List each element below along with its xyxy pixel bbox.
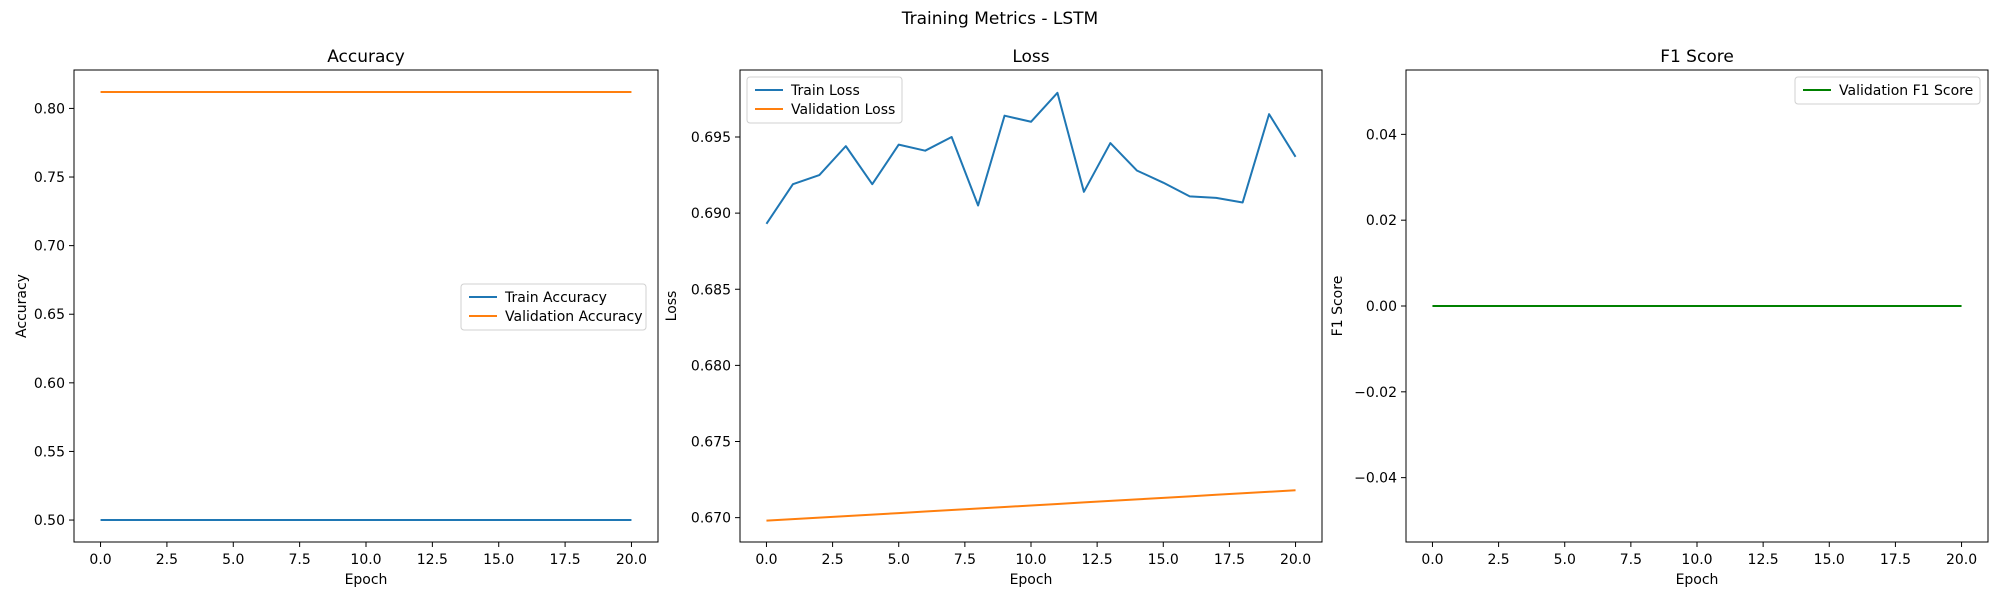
y-tick-label: 0.00 — [1366, 299, 1397, 315]
chart-2: 0.0 2.5 5.0 7.5 10.0 12.5 15.0 17.5 20.0 0.670 0.6… — [664, 47, 1323, 588]
y-tick-label: 0.04 — [1366, 127, 1397, 143]
chart-title: F1 Score — [1660, 47, 1734, 67]
x-axis-label: Epoch — [1010, 572, 1053, 588]
chart-3: 0.0 2.5 5.0 7.5 10.0 12.5 15.0 17.5 20.0 −0.04 −0.… — [1330, 47, 1989, 588]
x-tick-label: 0.0 — [89, 552, 111, 568]
y-tick-label: 0.675 — [691, 435, 731, 451]
y-tick-label: 0.670 — [691, 511, 731, 527]
x-tick-label: 2.5 — [821, 552, 843, 568]
y-tick-label: 0.55 — [34, 444, 65, 460]
y-tick-label: 0.70 — [34, 239, 65, 255]
x-tick-label: 10.0 — [1681, 552, 1712, 568]
y-tick-label: 0.680 — [691, 358, 731, 374]
x-tick-label: 17.5 — [1880, 552, 1911, 568]
x-tick-label: 20.0 — [616, 552, 647, 568]
x-axis-label: Epoch — [1676, 572, 1719, 588]
legend-label: Train Loss — [790, 83, 860, 99]
y-tick-label: 0.695 — [691, 130, 731, 146]
x-tick-label: 15.0 — [483, 552, 514, 568]
x-tick-label: 17.5 — [1214, 552, 1245, 568]
x-tick-label: 7.5 — [289, 552, 311, 568]
y-tick-label: 0.02 — [1366, 213, 1397, 229]
x-tick-label: 10.0 — [350, 552, 381, 568]
legend-label: Validation Accuracy — [505, 309, 643, 325]
x-tick-label: 5.0 — [222, 552, 244, 568]
y-tick-label: 0.60 — [34, 376, 65, 392]
y-tick-label: 0.50 — [34, 513, 65, 529]
y-axis-label: F1 Score — [1330, 276, 1346, 337]
y-tick-label: −0.02 — [1354, 385, 1397, 401]
plot-frame — [739, 69, 1323, 543]
x-tick-label: 0.0 — [755, 552, 777, 568]
x-tick-label: 20.0 — [1946, 552, 1977, 568]
x-tick-label: 5.0 — [888, 552, 910, 568]
y-tick-label: 0.690 — [691, 206, 731, 222]
x-tick-label: 10.0 — [1015, 552, 1046, 568]
x-tick-label: 12.5 — [1748, 552, 1779, 568]
chart-title: Accuracy — [327, 47, 405, 67]
x-tick-label: 20.0 — [1280, 552, 1311, 568]
x-tick-label: 5.0 — [1554, 552, 1576, 568]
y-axis-label: Accuracy — [14, 274, 30, 338]
x-tick-label: 12.5 — [1082, 552, 1113, 568]
x-tick-label: 2.5 — [1487, 552, 1509, 568]
x-tick-label: 7.5 — [954, 552, 976, 568]
series-line-2 — [766, 489, 1296, 522]
y-tick-label: 0.65 — [34, 307, 65, 323]
chart-1: 0.0 2.5 5.0 7.5 10.0 12.5 15.0 17.5 20.0 0.50 0.55… — [14, 47, 659, 588]
legend-box — [460, 283, 647, 331]
figure-title: Training Metrics - LSTM — [901, 9, 1099, 29]
y-tick-label: 0.685 — [691, 282, 731, 298]
legend: Validation F1 Score — [1794, 76, 1981, 105]
y-tick-label: 0.80 — [34, 101, 65, 117]
x-tick-label: 0.0 — [1421, 552, 1443, 568]
x-tick-label: 2.5 — [156, 552, 178, 568]
legend: Train Accuracy Validation Accuracy — [460, 283, 647, 331]
legend: Train Loss Validation Loss — [746, 76, 903, 124]
x-tick-label: 15.0 — [1148, 552, 1179, 568]
x-axis-label: Epoch — [345, 572, 388, 588]
legend-label: Train Accuracy — [504, 290, 607, 306]
chart-title: Loss — [1012, 47, 1049, 67]
legend-label: Validation Loss — [791, 102, 895, 118]
legend-box — [1794, 76, 1981, 105]
legend-label: Validation F1 Score — [1839, 83, 1973, 99]
y-tick-label: 0.75 — [34, 170, 65, 186]
x-tick-label: 15.0 — [1814, 552, 1845, 568]
y-axis-label: Loss — [664, 291, 680, 322]
x-tick-label: 7.5 — [1620, 552, 1642, 568]
y-tick-label: −0.04 — [1354, 471, 1397, 487]
legend-box — [746, 76, 903, 124]
x-tick-label: 12.5 — [417, 552, 448, 568]
x-tick-label: 17.5 — [550, 552, 581, 568]
series-line-1 — [765, 91, 1297, 225]
